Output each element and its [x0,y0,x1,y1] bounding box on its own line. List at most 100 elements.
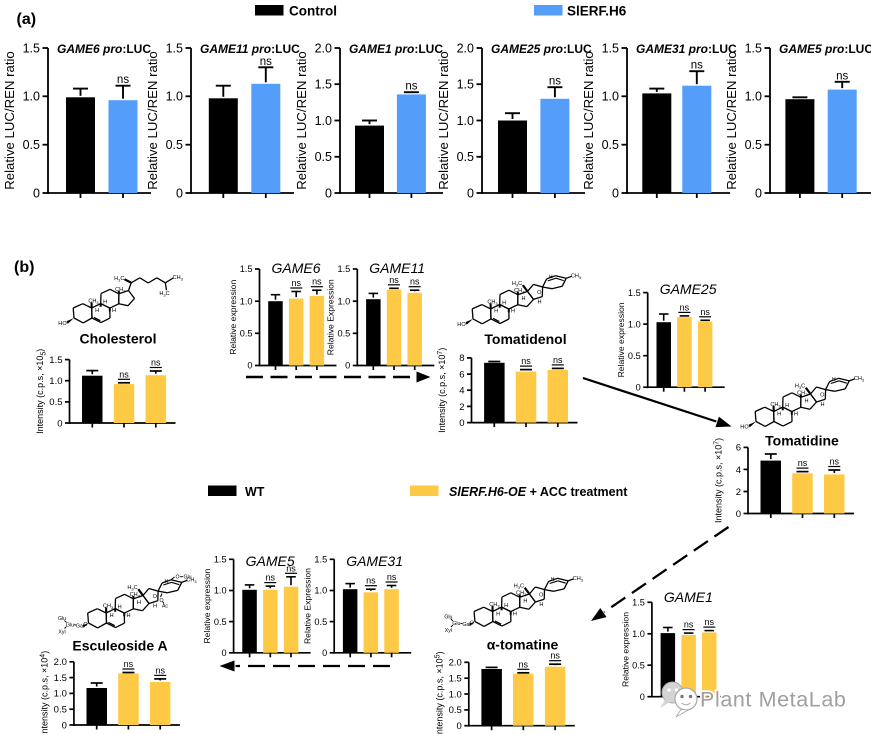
svg-text:0.5: 0.5 [314,617,327,627]
svg-text:2: 2 [736,487,741,498]
svg-text:1.5: 1.5 [166,41,183,55]
svg-text:1.5: 1.5 [628,288,641,298]
svg-text:H: H [832,377,836,383]
svg-text:Relative expression: Relative expression [620,612,630,687]
svg-text:Esculeoside A: Esculeoside A [72,638,167,654]
svg-text:Relative LUC/REN ratio: Relative LUC/REN ratio [145,51,160,190]
svg-text:0.5: 0.5 [632,661,645,671]
svg-text:0: 0 [736,509,741,520]
svg-text:HO: HO [457,322,466,328]
svg-text:SlERF.H6: SlERF.H6 [567,4,627,19]
svg-text:ns: ns [389,275,399,285]
svg-text:ns: ns [798,458,808,468]
svg-text:6: 6 [736,443,741,454]
svg-text:0.5: 0.5 [745,138,762,152]
svg-text:Intensity (c.p.s, ×104): Intensity (c.p.s, ×104) [39,651,49,734]
svg-text:H3C: H3C [795,384,805,390]
svg-text:H: H [95,308,99,314]
svg-text:1.5: 1.5 [23,41,40,55]
svg-text:H: H [521,296,525,302]
svg-text:4: 4 [736,465,741,476]
svg-text:2: 2 [459,402,464,413]
svg-text:ns: ns [124,659,134,669]
svg-text:Gal: Gal [462,622,470,628]
svg-text:Tomatidine: Tomatidine [765,433,839,449]
svg-text:ns: ns [119,369,129,379]
svg-text:CH3: CH3 [516,591,527,597]
svg-text:1.5: 1.5 [49,355,62,366]
svg-text:HO: HO [58,321,67,327]
svg-text:Xyl: Xyl [58,629,65,635]
svg-text:O: O [470,620,474,626]
svg-text:H: H [523,599,527,605]
svg-text:Glu: Glu [444,614,452,620]
svg-text:0: 0 [247,361,252,371]
svg-text:1.0: 1.0 [457,114,474,128]
svg-text:0.5: 0.5 [315,150,332,164]
svg-text:GAME31 pro:LUC: GAME31 pro:LUC [636,42,737,56]
svg-text:GAME6: GAME6 [272,260,321,276]
svg-text:2.0: 2.0 [457,41,474,55]
svg-text:1.5: 1.5 [632,598,645,608]
svg-text:0.5: 0.5 [457,150,474,164]
svg-text:GAME11 pro:LUC: GAME11 pro:LUC [200,42,300,56]
svg-text:O: O [539,593,544,599]
svg-text:Relative Expression: Relative Expression [303,568,313,644]
svg-text:H3C: H3C [159,291,169,297]
svg-text:0: 0 [459,418,464,429]
svg-text:Relative expression: Relative expression [202,568,212,643]
svg-text:H: H [511,309,515,315]
svg-text:ns: ns [405,81,417,93]
svg-text:GAME31: GAME31 [346,553,403,569]
svg-text:1.0: 1.0 [602,90,619,104]
svg-text:Intensity (c.p.s, ×105): Intensity (c.p.s, ×105) [35,349,48,434]
svg-text:Relative LUC/REN ratio: Relative LUC/REN ratio [436,51,451,190]
svg-text:H: H [103,299,107,305]
svg-text:H: H [539,602,543,608]
svg-text:1.0: 1.0 [166,90,183,104]
svg-text:1.0: 1.0 [240,296,253,306]
svg-text:ns: ns [312,277,322,287]
svg-text:GAME1: GAME1 [664,589,713,605]
svg-text:2.0: 2.0 [315,41,332,55]
svg-text:Relative LUC/REN ratio: Relative LUC/REN ratio [2,51,17,190]
svg-text:Relative expression: Relative expression [228,280,238,355]
svg-text:0: 0 [345,361,350,371]
svg-text:1.5: 1.5 [315,78,332,92]
svg-text:CH3: CH3 [514,288,525,294]
svg-text:ns: ns [151,358,161,368]
svg-text:H: H [549,275,553,281]
svg-text:ns: ns [691,60,703,72]
svg-text:H3C: H3C [512,281,522,287]
svg-text:H: H [126,613,130,619]
svg-text:ns: ns [705,617,715,627]
svg-text:H: H [513,611,517,617]
svg-text:WT: WT [245,485,265,499]
svg-text:0.5: 0.5 [166,138,183,152]
svg-text:0.5: 0.5 [240,329,253,339]
svg-text:ns: ns [549,76,561,88]
svg-text:GAME11: GAME11 [369,260,425,276]
svg-text:H: H [794,411,798,417]
svg-text:HO: HO [740,425,749,431]
svg-text:1.5: 1.5 [240,264,253,274]
svg-text:0: 0 [176,186,183,200]
svg-text:1.5: 1.5 [457,78,474,92]
svg-text:0.5: 0.5 [602,138,619,152]
svg-text:0.5: 0.5 [49,397,62,408]
svg-text:CH3: CH3 [173,275,184,281]
svg-text:O: O [175,574,179,580]
svg-text:ns: ns [260,56,272,68]
svg-text:O: O [153,594,158,600]
svg-text:GAME1 pro:LUC: GAME1 pro:LUC [349,42,443,56]
svg-text:0: 0 [640,692,645,702]
svg-text:0: 0 [467,186,474,200]
svg-text:1.0: 1.0 [745,90,762,104]
svg-text:1.5: 1.5 [338,264,351,274]
svg-text:0: 0 [325,186,332,200]
svg-text:0: 0 [755,186,762,200]
svg-text:2.0: 2.0 [54,657,67,668]
svg-text:0: 0 [457,721,462,732]
svg-text:1.5: 1.5 [54,673,67,684]
svg-text:Relative Expression: Relative Expression [326,279,336,355]
